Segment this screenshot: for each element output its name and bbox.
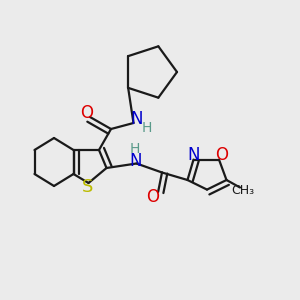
Text: N: N xyxy=(187,146,200,164)
Text: N: N xyxy=(129,152,142,170)
Text: N: N xyxy=(130,110,143,128)
Text: H: H xyxy=(142,122,152,135)
Text: O: O xyxy=(215,146,228,164)
Text: CH₃: CH₃ xyxy=(231,184,255,197)
Text: O: O xyxy=(80,103,94,122)
Text: S: S xyxy=(82,178,93,196)
Text: O: O xyxy=(146,188,160,206)
Text: H: H xyxy=(130,142,140,156)
